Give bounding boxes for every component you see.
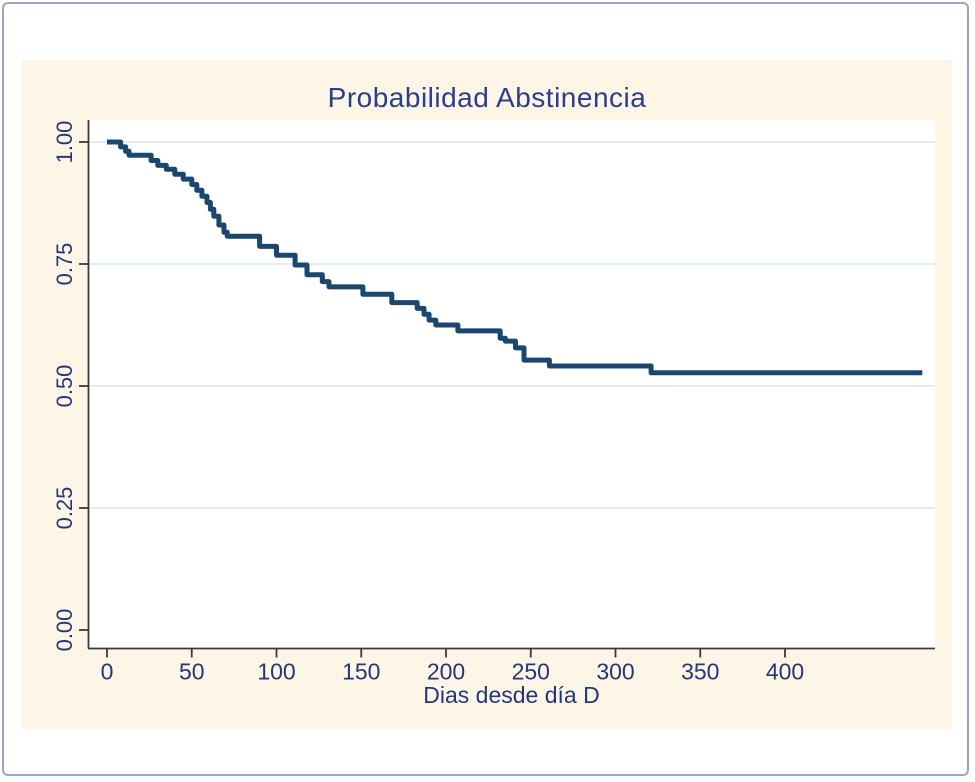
plot-svg: 0.00 0.25 0.50 0.75 1.00 0 50 100 150 200 250 300 35… — [52, 120, 935, 685]
y-tick-label: 1.00 — [52, 121, 77, 164]
x-tick-label: 350 — [681, 659, 719, 685]
chart-panel: Probabilidad Abstinencia 0.00 0.25 0.50 0.7… — [22, 60, 952, 730]
x-tick-label: 200 — [427, 659, 465, 685]
y-tick-label: 0.25 — [52, 487, 77, 530]
y-tick-label: 0.50 — [52, 365, 77, 408]
x-tick-label: 150 — [342, 659, 380, 685]
chart-title: Probabilidad Abstinencia — [327, 82, 647, 113]
y-tick-label: 0.00 — [52, 609, 77, 652]
survival-curve — [107, 139, 923, 376]
x-tick-label: 300 — [596, 659, 634, 685]
x-axis-title: Dias desde día D — [423, 682, 600, 708]
x-tick-label: 400 — [766, 659, 804, 685]
plot-area-background — [88, 120, 935, 649]
x-tick-label: 250 — [512, 659, 550, 685]
x-tick-label: 0 — [101, 659, 114, 685]
x-tick-label: 50 — [179, 659, 205, 685]
y-tick-label: 0.75 — [52, 243, 77, 286]
x-tick-label: 100 — [257, 659, 295, 685]
